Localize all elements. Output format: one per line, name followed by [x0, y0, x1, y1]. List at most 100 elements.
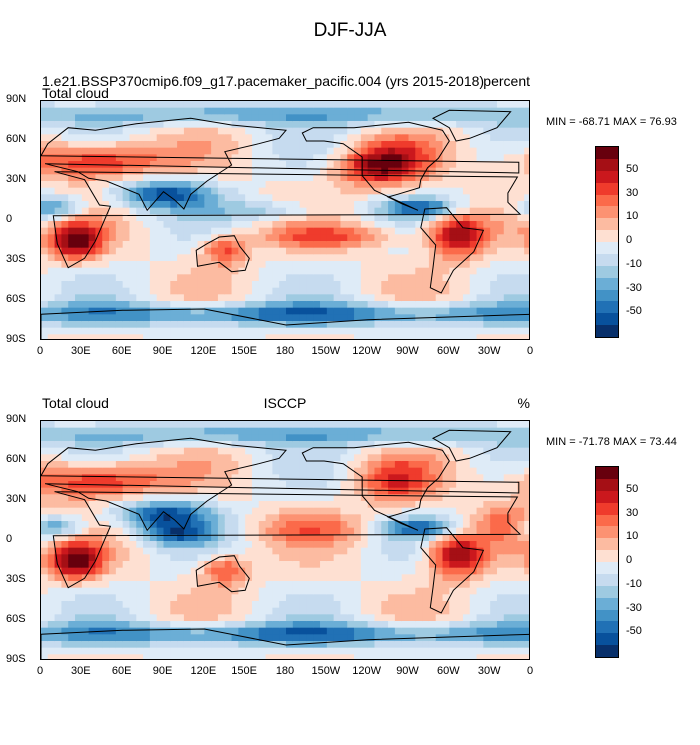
contour-cell [511, 134, 518, 141]
contour-cell [402, 654, 409, 660]
contour-cell [388, 621, 395, 628]
contour-cell [211, 248, 218, 255]
contour-cell [102, 428, 109, 435]
contour-cell [191, 461, 198, 468]
contour-cell [129, 114, 136, 121]
contour-cell [204, 248, 211, 255]
contour-cell [361, 421, 368, 428]
contour-cell [95, 501, 102, 508]
contour-cell [225, 114, 232, 121]
contour-cell [524, 228, 530, 235]
contour-cell [48, 521, 55, 528]
contour-cell [279, 268, 286, 275]
contour-cell [266, 188, 273, 195]
contour-cell [41, 601, 48, 608]
contour-cell [102, 294, 109, 301]
contour-cell [483, 221, 490, 228]
contour-cell [340, 108, 347, 115]
contour-cell [252, 174, 259, 181]
contour-cell [68, 234, 75, 241]
contour-cell [483, 248, 490, 255]
contour-cell [95, 294, 102, 301]
contour-cell [279, 174, 286, 181]
contour-cell [320, 528, 327, 535]
contour-cell [361, 608, 368, 615]
contour-cell [456, 188, 463, 195]
contour-cell [402, 454, 409, 461]
contour-cell [211, 228, 218, 235]
contour-cell [286, 268, 293, 275]
contour-cell [395, 608, 402, 615]
contour-cell [409, 588, 416, 595]
contour-cell [143, 261, 150, 268]
contour-cell [409, 594, 416, 601]
contour-cell [354, 274, 361, 281]
contour-cell [55, 108, 62, 115]
contour-cell [286, 648, 293, 655]
contour-cell [109, 254, 116, 261]
contour-cell [334, 521, 341, 528]
contour-cell [177, 448, 184, 455]
contour-cell [55, 594, 62, 601]
contour-cell [395, 308, 402, 315]
contour-cell [102, 634, 109, 641]
contour-cell [374, 208, 381, 215]
contour-cell [82, 474, 89, 481]
contour-cell [61, 141, 68, 148]
contour-cell [477, 181, 484, 188]
contour-cell [395, 561, 402, 568]
contour-cell [354, 521, 361, 528]
contour-cell [449, 568, 456, 575]
contour-cell [164, 121, 171, 128]
contour-cell [340, 288, 347, 295]
contour-cell [327, 601, 334, 608]
contour-cell [340, 541, 347, 548]
contour-cell [232, 301, 239, 308]
contour-cell [191, 588, 198, 595]
contour-cell [95, 281, 102, 288]
contour-cell [198, 288, 205, 295]
contour-cell [136, 221, 143, 228]
contour-cell [150, 574, 157, 581]
contour-cell [184, 108, 191, 115]
contour-cell [89, 334, 96, 340]
contour-cell [109, 588, 116, 595]
contour-cell [150, 474, 157, 481]
contour-cell [225, 601, 232, 608]
contour-cell [89, 228, 96, 235]
contour-cell [354, 261, 361, 268]
contour-cell [388, 234, 395, 241]
contour-cell [429, 501, 436, 508]
contour-cell [95, 101, 102, 108]
contour-cell [334, 281, 341, 288]
contour-cell [55, 194, 62, 201]
contour-cell [320, 521, 327, 528]
contour-cell [483, 214, 490, 221]
contour-cell [293, 308, 300, 315]
contour-cell [300, 121, 307, 128]
contour-cell [164, 181, 171, 188]
contour-cell [443, 301, 450, 308]
contour-cell [136, 174, 143, 181]
contour-cell [320, 608, 327, 615]
contour-cell [95, 334, 102, 340]
contour-cell [177, 481, 184, 488]
contour-cell [279, 301, 286, 308]
contour-cell [402, 528, 409, 535]
contour-cell [266, 554, 273, 561]
contour-cell [334, 528, 341, 535]
contour-cell [204, 548, 211, 555]
contour-cell [470, 301, 477, 308]
contour-cell [449, 108, 456, 115]
contour-cell [361, 288, 368, 295]
contour-cell [436, 568, 443, 575]
contour-cell [456, 228, 463, 235]
contour-cell [334, 328, 341, 335]
contour-cell [436, 181, 443, 188]
contour-cell [61, 548, 68, 555]
contour-cell [463, 434, 470, 441]
contour-cell [483, 274, 490, 281]
contour-cell [477, 468, 484, 475]
contour-cell [511, 334, 518, 340]
contour-cell [347, 294, 354, 301]
